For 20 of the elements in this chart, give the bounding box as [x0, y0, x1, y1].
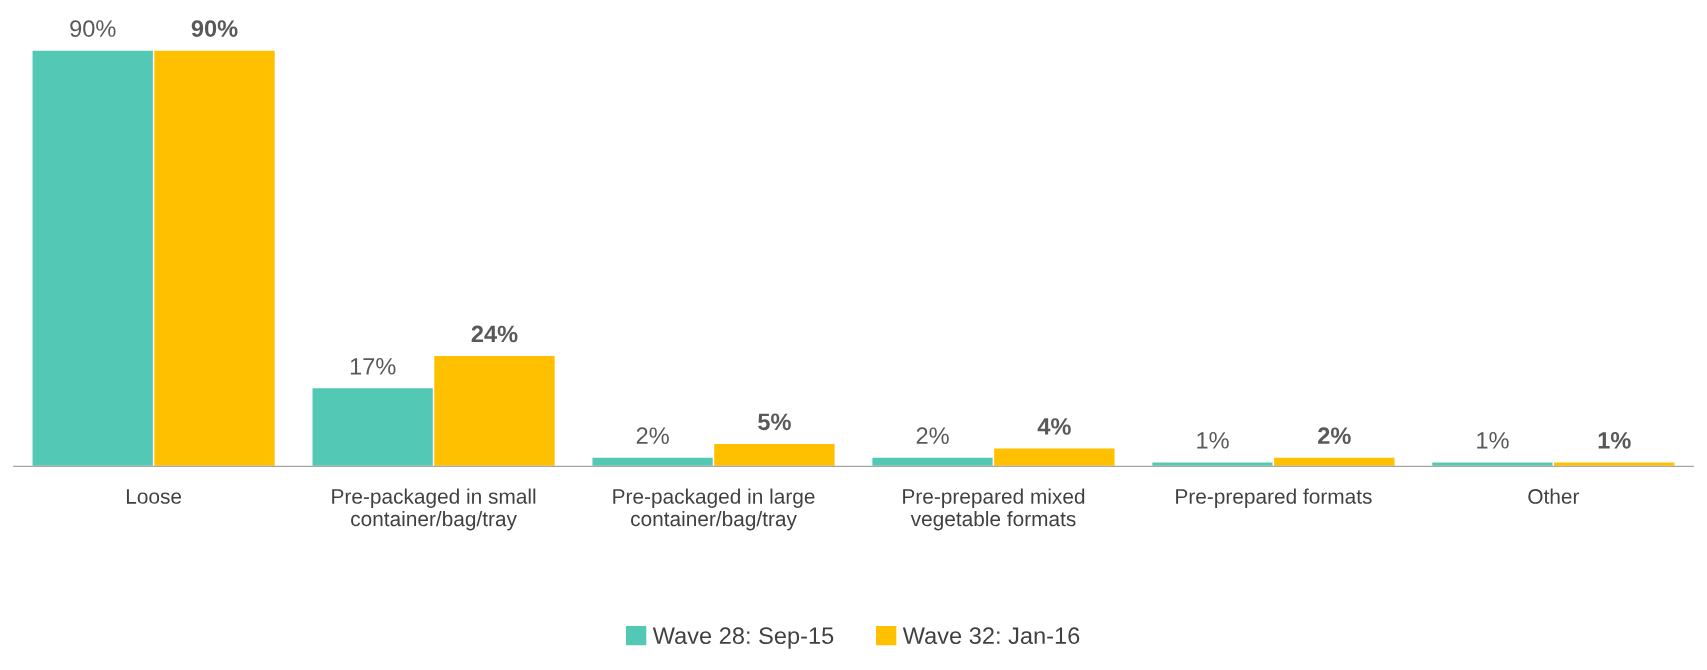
data-label: 24% [471, 325, 518, 343]
legend-label: Wave 32: Jan-16 [902, 627, 1080, 645]
data-label: 1% [1197, 432, 1229, 449]
x-tick-label: Pre-packaged in small container/bag/tray [332, 488, 536, 531]
data-label: 90% [70, 20, 116, 37]
x-tick-label: Pre-prepared mixed vegetable formats [903, 488, 1085, 531]
data-label: 90% [191, 20, 238, 37]
x-tick-label: Pre-packaged in large container/bag/tray [613, 488, 815, 531]
data-label: 2% [916, 427, 949, 444]
x-tick-label: Pre-prepared formats [1176, 488, 1372, 508]
data-label: 1% [1477, 432, 1509, 449]
x-tick-label: Loose [126, 489, 182, 504]
x-tick-label: Other [1528, 488, 1580, 504]
data-label: 4% [1037, 418, 1071, 435]
data-label: 17% [350, 358, 396, 375]
data-label: 1% [1598, 432, 1631, 449]
data-label: 2% [636, 427, 669, 444]
data-label: 2% [1318, 427, 1351, 445]
legend-label: Wave 28: Sep-15 [652, 627, 834, 649]
data-label: 5% [758, 413, 791, 431]
